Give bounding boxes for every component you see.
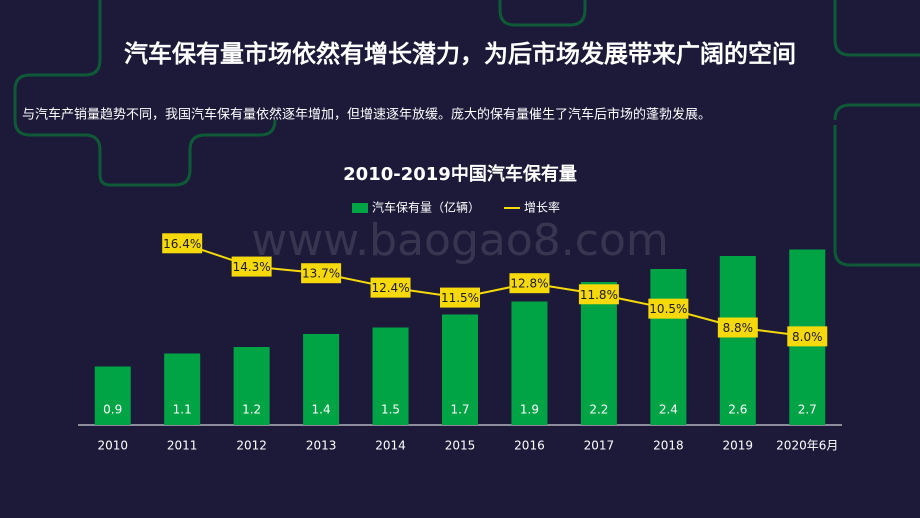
line-label-box <box>440 287 480 308</box>
bar <box>650 269 687 425</box>
decoration <box>13 0 920 267</box>
line-label-box <box>578 284 619 305</box>
line-value-label: 12.8% <box>510 277 548 291</box>
bar <box>233 347 270 425</box>
line-label-box <box>648 298 689 319</box>
x-tick-label: 2016 <box>514 439 545 453</box>
bar <box>303 334 340 425</box>
bar-value-label: 0.9 <box>103 403 122 417</box>
bar <box>94 366 131 425</box>
legend-label: 增长率 <box>524 200 560 215</box>
x-tick-label: 2019 <box>723 439 754 453</box>
x-tick-label: 2017 <box>584 439 615 453</box>
bar-value-label: 2.6 <box>728 403 747 417</box>
line-value-label: 8.0% <box>792 330 823 344</box>
bar <box>164 353 201 425</box>
chart-title: 2010-2019中国汽车保有量 <box>343 163 577 185</box>
bar-value-label: 1.7 <box>450 403 469 417</box>
line-value-label: 13.7% <box>302 267 340 281</box>
x-tick-label: 2018 <box>653 439 684 453</box>
line-label-box <box>301 263 342 284</box>
line-value-label: 11.8% <box>580 288 618 302</box>
bar-value-label: 1.4 <box>312 403 331 417</box>
x-tick-label: 2012 <box>236 439 267 453</box>
bar-value-label: 2.4 <box>659 403 678 417</box>
watermark: www.baogao8.com <box>251 215 668 266</box>
line-value-label: 10.5% <box>649 302 687 316</box>
line-label-box <box>370 277 411 298</box>
x-tick-label: 2013 <box>306 439 337 453</box>
slide-title: 汽车保有量市场依然有增长潜力，为后市场发展带来广阔的空间 <box>124 40 796 68</box>
x-tick-label: 2014 <box>375 439 406 453</box>
line-label-box <box>717 317 758 338</box>
line-label-box <box>509 273 550 294</box>
x-tick-label: 2015 <box>445 439 476 453</box>
line-value-label: 16.4% <box>163 237 201 251</box>
bar-value-label: 1.2 <box>242 403 261 417</box>
legend-swatch <box>352 203 368 213</box>
bar <box>580 282 617 425</box>
legend-label: 汽车保有量（亿辆） <box>372 200 480 215</box>
bar-value-label: 1.5 <box>381 403 400 417</box>
line-value-label: 12.4% <box>371 281 409 295</box>
line-label-box <box>787 326 828 347</box>
x-tick-label: 2020年6月 <box>776 439 838 453</box>
x-tick-label: 2011 <box>167 439 198 453</box>
line-value-label: 14.3% <box>233 260 271 274</box>
line <box>181 242 808 338</box>
bar-value-label: 1.9 <box>520 403 539 417</box>
bar-value-label: 2.7 <box>798 403 817 417</box>
bar <box>511 301 548 425</box>
line-label-box <box>231 256 272 277</box>
bar-value-label: 1.1 <box>173 403 192 417</box>
line-label-box <box>162 233 203 254</box>
slide-subtitle: 与汽车产销量趋势不同，我国汽车保有量依然逐年增加，但增速逐年放缓。庞大的保有量催… <box>22 107 711 123</box>
line-value-label: 8.8% <box>723 321 754 335</box>
bar <box>442 314 478 425</box>
line-value-label: 11.5% <box>441 291 479 305</box>
bar <box>719 256 756 425</box>
bar <box>372 327 409 425</box>
x-tick-label: 2010 <box>97 439 128 453</box>
bar-value-label: 2.2 <box>589 403 608 417</box>
